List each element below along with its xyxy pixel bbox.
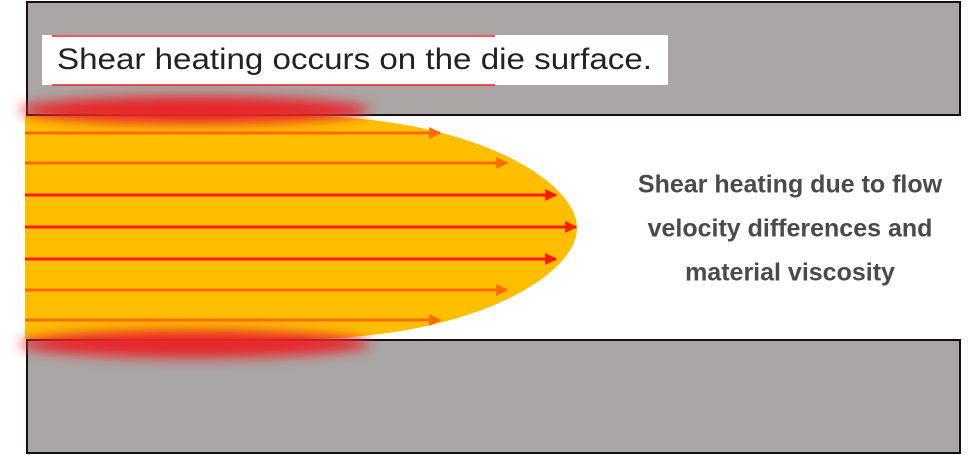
description-line: material viscosity bbox=[685, 259, 895, 287]
description-line: velocity differences and bbox=[648, 215, 933, 243]
label-text: Shear heating occurs on the die surface. bbox=[57, 43, 652, 76]
die-bottom bbox=[26, 339, 961, 454]
velocity-arrows bbox=[25, 127, 578, 326]
heat-zone-bottom bbox=[20, 330, 370, 358]
heat-zone-top bbox=[20, 96, 370, 124]
label-box bbox=[42, 35, 668, 85]
description-line: Shear heating due to flow bbox=[638, 171, 943, 199]
